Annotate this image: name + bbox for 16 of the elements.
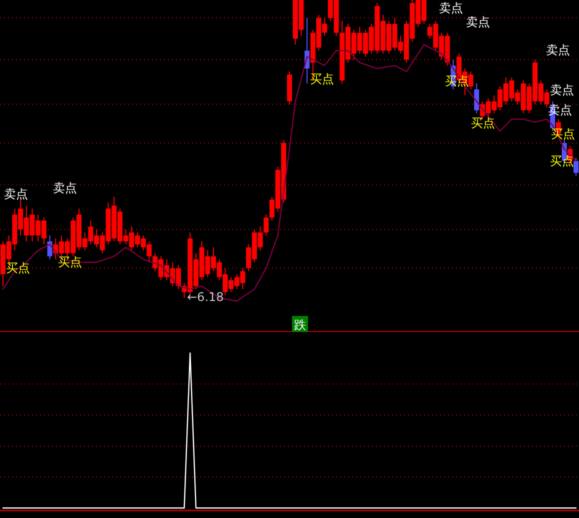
text: 跌 — [294, 318, 306, 332]
annotation: 买点 — [6, 261, 30, 275]
annotation: 买点 — [551, 127, 575, 141]
annotation: 卖点 — [466, 15, 490, 29]
candlestick — [474, 82, 480, 114]
annotation: 买点 — [58, 255, 82, 269]
annotation: 卖点 — [546, 43, 570, 57]
annotation: 卖点 — [4, 187, 28, 201]
annotation: 卖点 — [550, 83, 574, 97]
candlestick — [264, 214, 269, 236]
annotation: 买点 — [471, 116, 495, 130]
annotation: 卖点 — [439, 1, 463, 15]
annotation: 买点 — [310, 72, 334, 86]
candlestick — [574, 157, 578, 176]
annotation: ←6.18 — [187, 290, 224, 304]
annotation: 卖点 — [53, 181, 77, 195]
